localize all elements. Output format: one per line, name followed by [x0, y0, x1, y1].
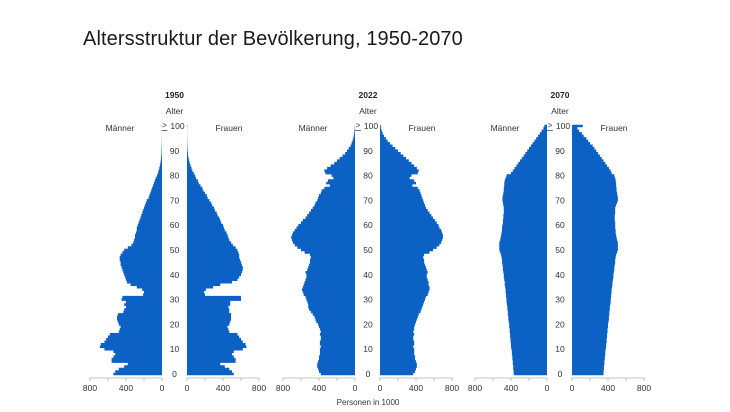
women-bars	[572, 124, 618, 376]
age-tick-label: 80	[170, 171, 180, 181]
age-tick-label: 30	[555, 295, 565, 305]
age-tick-label: 100	[364, 121, 378, 131]
age-tick-label: 100	[170, 121, 184, 131]
age-tick-label: 70	[170, 195, 180, 205]
panel-year-label: 2022	[359, 90, 378, 100]
men-bars	[499, 124, 547, 376]
age-tick-label: 20	[555, 319, 565, 329]
age-tick-label: 30	[170, 295, 180, 305]
age-tick-label: 60	[555, 220, 565, 230]
panel-year-label: 1950	[165, 90, 184, 100]
panel-year-label: 2070	[551, 90, 570, 100]
age-tick-label: 90	[555, 146, 565, 156]
men-label: Männer	[106, 123, 135, 133]
age-axis-label: Alter	[359, 106, 377, 116]
men-bars	[99, 124, 162, 376]
page-title: Altersstruktur der Bevölkerung, 1950-207…	[83, 28, 463, 50]
x-tick-label: 0	[185, 383, 190, 393]
age-tick-label: 20	[170, 319, 180, 329]
x-tick-label: 400	[216, 383, 230, 393]
x-tick-label: 800	[252, 383, 266, 393]
age-tick-label: 40	[170, 270, 180, 280]
age-tick-label: 50	[363, 245, 373, 255]
age-tick-label: 60	[170, 220, 180, 230]
x-tick-label: 800	[445, 383, 459, 393]
x-tick-label: 0	[570, 383, 575, 393]
x-axis-label: Personen in 1000	[337, 398, 400, 407]
women-bars	[380, 124, 443, 376]
men-label: Männer	[491, 123, 520, 133]
x-tick-label: 400	[504, 383, 518, 393]
age-axis-label: Alter	[551, 106, 569, 116]
age-tick-label: 0	[558, 369, 563, 379]
age-tick-label: 70	[555, 195, 565, 205]
x-tick-label: 800	[468, 383, 482, 393]
x-tick-label: 800	[637, 383, 651, 393]
men-bars	[291, 124, 355, 376]
age-tick-label: 40	[363, 270, 373, 280]
age-tick-label: 30	[363, 295, 373, 305]
x-tick-label: 0	[545, 383, 550, 393]
women-label: Frauen	[216, 123, 243, 133]
men-label: Männer	[299, 123, 328, 133]
x-tick-label: 800	[83, 383, 97, 393]
age-tick-label: 10	[555, 344, 565, 354]
age-tick-label: 90	[363, 146, 373, 156]
age-tick-label: 80	[555, 171, 565, 181]
age-tick-label: 50	[555, 245, 565, 255]
ge-symbol: >	[548, 121, 553, 130]
age-tick-label: 20	[363, 319, 373, 329]
women-label: Frauen	[601, 123, 628, 133]
x-tick-label: 0	[353, 383, 358, 393]
age-tick-label: 60	[363, 220, 373, 230]
women-label: Frauen	[409, 123, 436, 133]
age-tick-label: 100	[556, 121, 570, 131]
women-bars	[187, 124, 247, 376]
x-tick-label: 400	[409, 383, 423, 393]
ge-symbol: >	[356, 121, 361, 130]
age-tick-label: 90	[170, 146, 180, 156]
age-axis-label: Alter	[166, 106, 184, 116]
age-tick-label: 50	[170, 245, 180, 255]
age-tick-label: 70	[363, 195, 373, 205]
age-tick-label: 10	[363, 344, 373, 354]
age-tick-label: 0	[172, 369, 177, 379]
age-tick-label: 0	[366, 369, 371, 379]
age-tick-label: 80	[363, 171, 373, 181]
x-tick-label: 400	[312, 383, 326, 393]
age-tick-label: 10	[170, 344, 180, 354]
x-tick-label: 0	[378, 383, 383, 393]
x-tick-label: 800	[276, 383, 290, 393]
x-tick-label: 400	[601, 383, 615, 393]
x-tick-label: 0	[160, 383, 165, 393]
ge-symbol: >	[162, 121, 167, 130]
x-tick-label: 400	[119, 383, 133, 393]
age-tick-label: 40	[555, 270, 565, 280]
